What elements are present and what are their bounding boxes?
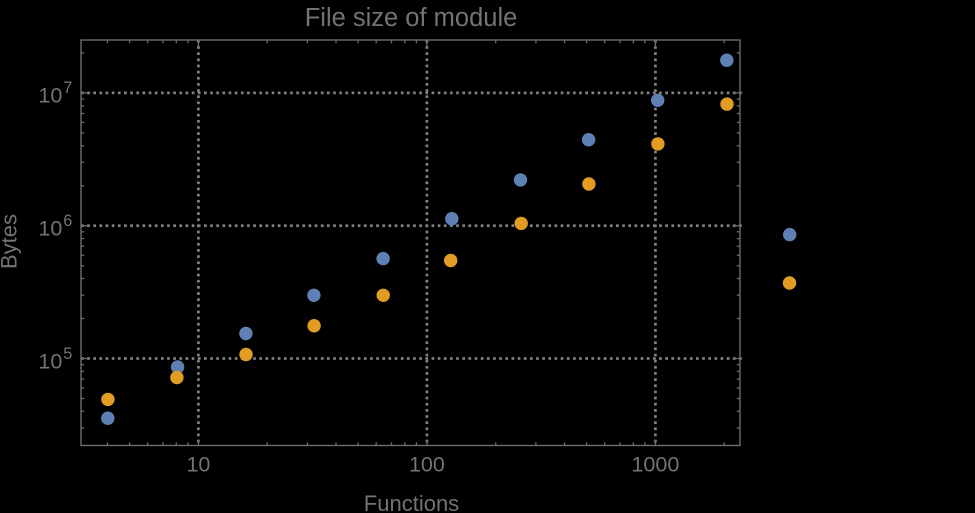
svg-text:10: 10 — [186, 453, 210, 477]
svg-text:7: 7 — [63, 79, 72, 97]
svg-text:10: 10 — [38, 84, 62, 108]
svg-text:5: 5 — [63, 345, 72, 363]
svg-text:10: 10 — [38, 217, 62, 241]
svg-text:10: 10 — [38, 349, 62, 373]
svg-text:6: 6 — [63, 212, 72, 230]
svg-text:1000: 1000 — [631, 453, 679, 477]
svg-text:File size of module: File size of module — [305, 4, 518, 32]
svg-text:Functions: Functions — [364, 491, 459, 513]
svg-text:Bytes: Bytes — [0, 214, 22, 269]
svg-text:100: 100 — [409, 453, 445, 477]
